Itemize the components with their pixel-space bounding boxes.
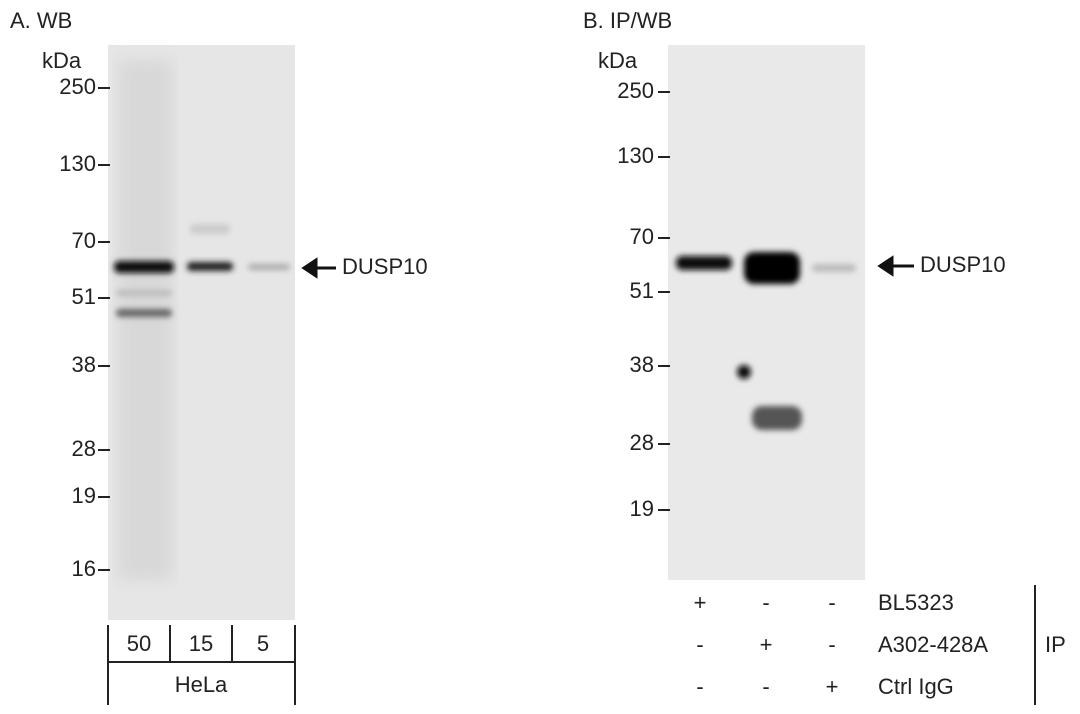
marker-label: 38 <box>72 352 96 377</box>
ip-label: IP <box>1045 632 1066 657</box>
ip-mark: - <box>696 632 703 657</box>
marker-label: 51 <box>630 278 654 303</box>
marker-label: 19 <box>630 496 654 521</box>
ip-mark: + <box>760 632 773 657</box>
lane-table <box>107 625 296 705</box>
marker-label: 19 <box>72 483 96 508</box>
ip-mark: - <box>828 632 835 657</box>
marker-label: 38 <box>630 352 654 377</box>
marker-label: 70 <box>72 228 96 253</box>
unit-label: kDa <box>598 48 638 73</box>
marker-label: 130 <box>617 143 654 168</box>
ip-mark: - <box>762 674 769 699</box>
ip-mark: + <box>826 674 839 699</box>
ip-row-label: BL5323 <box>878 590 954 615</box>
band-label: DUSP10 <box>920 252 1006 277</box>
lane-label: 5 <box>257 631 269 656</box>
unit-label: kDa <box>42 48 82 73</box>
marker-label: 130 <box>59 151 96 176</box>
lane-label: 50 <box>127 631 151 656</box>
ip-mark: + <box>694 590 707 615</box>
lane-label: 15 <box>189 631 213 656</box>
marker-label: 70 <box>630 224 654 249</box>
arrows <box>301 255 914 279</box>
marker-label: 16 <box>72 556 96 581</box>
ip-mark: - <box>696 674 703 699</box>
bands-a <box>114 224 290 317</box>
panel-label: A. WB <box>10 8 72 33</box>
band-label: DUSP10 <box>342 254 428 279</box>
ip-mark: - <box>762 590 769 615</box>
marker-label: 250 <box>59 74 96 99</box>
bands-b <box>676 252 856 430</box>
ip-mark: - <box>828 590 835 615</box>
ip-row-label: A302-428A <box>878 632 988 657</box>
marker-label: 28 <box>72 436 96 461</box>
marker-label: 28 <box>630 430 654 455</box>
sample-label: HeLa <box>175 672 228 697</box>
gel-b <box>668 45 865 580</box>
marker-label: 250 <box>617 78 654 103</box>
marker-label: 51 <box>72 284 96 309</box>
panel-label: B. IP/WB <box>583 8 672 33</box>
ip-row-label: Ctrl IgG <box>878 674 954 699</box>
lane-smear <box>118 60 173 580</box>
